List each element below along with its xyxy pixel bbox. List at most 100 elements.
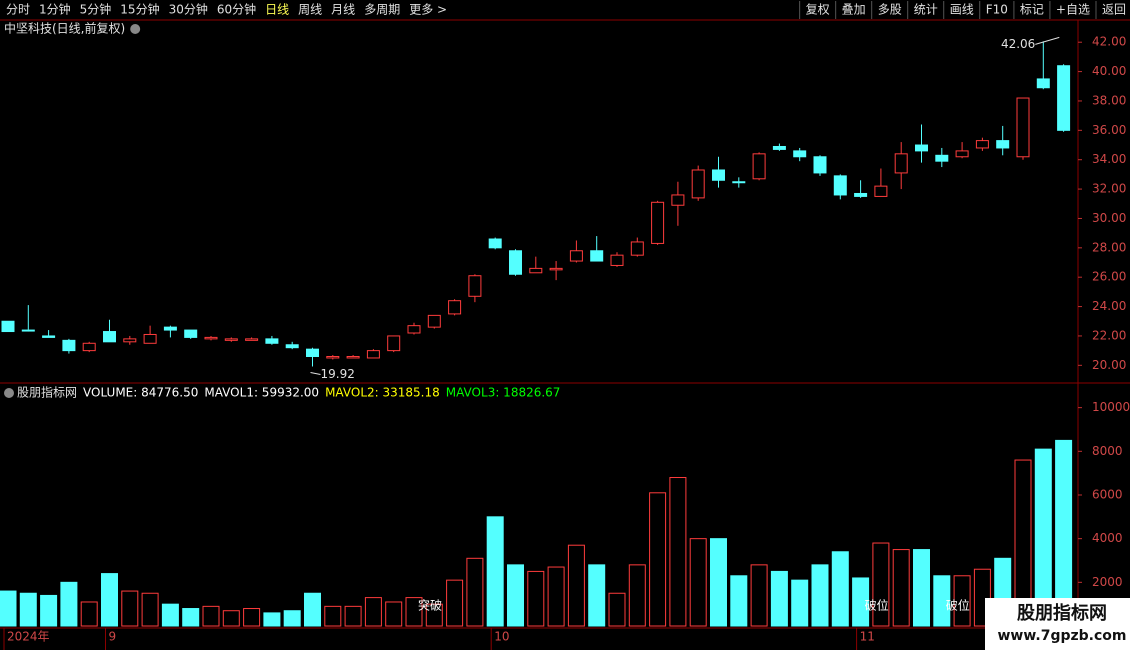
watermark-box — [985, 598, 1130, 650]
volume-bar — [852, 577, 870, 627]
candle-body — [793, 150, 807, 158]
toolbar-button[interactable]: 分时 — [6, 3, 30, 17]
toolbar-button[interactable]: F10 — [986, 3, 1008, 17]
volume-bar — [486, 516, 504, 627]
volume-bar — [161, 603, 179, 627]
candle-body — [509, 250, 522, 275]
toolbar-button[interactable]: 复权 — [806, 3, 830, 17]
candle-body — [772, 145, 786, 150]
candle-body — [590, 250, 604, 262]
candle-body — [184, 329, 198, 338]
toolbar-button[interactable]: +自选 — [1056, 3, 1090, 17]
candle-body — [813, 156, 827, 174]
volume-bar — [791, 579, 809, 627]
candle-body — [387, 335, 401, 352]
toolbar-button[interactable]: 标记 — [1020, 3, 1044, 17]
toolbar-button[interactable]: 日线 — [265, 3, 289, 17]
volume-bar — [669, 477, 687, 627]
volume-bar — [608, 592, 626, 627]
candle-body — [752, 153, 766, 180]
volume-bar — [202, 605, 220, 627]
candle-body — [42, 335, 56, 338]
volume-bar — [324, 605, 342, 627]
volume-bar — [567, 544, 585, 627]
signal-label: 破位 — [946, 598, 970, 613]
candle-body — [915, 144, 928, 152]
volume-bar — [547, 566, 565, 627]
volume-bar — [263, 612, 281, 627]
candle-body — [163, 326, 177, 331]
candle-body — [82, 342, 96, 352]
legend-item: MAVOL1: 59932.00 — [204, 386, 319, 400]
x-tick-label: 2024年 — [7, 630, 50, 644]
candle-body — [224, 338, 238, 341]
candle-body — [935, 154, 949, 162]
toolbar-button[interactable]: 1分钟 — [39, 2, 71, 17]
toolbar-button[interactable]: 60分钟 — [217, 2, 256, 17]
toolbar-button[interactable]: 统计 — [914, 3, 938, 17]
y-tick-label: 4000 — [1092, 531, 1123, 545]
toolbar-button[interactable]: 画线 — [950, 3, 974, 17]
volume-bar — [689, 538, 707, 627]
volume-bar — [466, 557, 484, 627]
volume-bar — [628, 564, 646, 627]
y-tick-label: 34.00 — [1092, 152, 1126, 166]
toolbar-button[interactable]: 多周期 — [364, 3, 400, 17]
candle-body — [732, 181, 746, 184]
y-tick-label: 24.00 — [1092, 299, 1126, 313]
y-tick-label: 38.00 — [1092, 93, 1126, 107]
high-pointer — [1035, 36, 1060, 45]
y-tick-label: 6000 — [1092, 487, 1123, 501]
candle-body — [854, 192, 868, 197]
y-tick-label: 40.00 — [1092, 64, 1126, 78]
candle-body — [1036, 78, 1050, 89]
legend-item: MAVOL2: 33185.18 — [325, 386, 440, 400]
candle-body — [1057, 65, 1071, 131]
candle-body — [651, 201, 665, 244]
volume-bar — [953, 575, 971, 627]
volume-bar — [913, 549, 930, 627]
volume-bar — [710, 538, 727, 627]
chart-title: 中坚科技(日线,前复权) — [4, 21, 125, 36]
volume-bar — [892, 549, 910, 627]
y-tick-label: 28.00 — [1092, 240, 1126, 254]
low-label: 19.92 — [321, 367, 355, 381]
volume-bar — [141, 592, 159, 627]
volume-bar — [101, 573, 118, 627]
volume-bar — [364, 597, 382, 627]
x-tick-label: 11 — [860, 630, 875, 644]
candle-body — [103, 331, 116, 343]
volume-bar — [933, 575, 951, 627]
signal-label: 突破 — [418, 598, 442, 613]
toolbar-button[interactable]: 30分钟 — [169, 2, 208, 17]
toolbar-button[interactable]: 5分钟 — [80, 2, 112, 17]
candle-body — [894, 153, 908, 174]
volume-bar — [344, 605, 362, 627]
title-dropdown[interactable] — [130, 24, 141, 34]
volume-bar — [19, 592, 37, 627]
toolbar-button[interactable]: 15分钟 — [120, 2, 159, 17]
toolbar-button[interactable]: 多股 — [878, 3, 902, 17]
candle-body — [874, 185, 888, 197]
candle-body — [569, 250, 583, 262]
toolbar-button[interactable]: 月线 — [331, 3, 355, 17]
candle-body — [204, 336, 218, 340]
candle-body — [671, 194, 685, 206]
toolbar-button[interactable]: 叠加 — [842, 3, 866, 17]
panel-dropdown[interactable] — [4, 388, 14, 398]
signal-label: 破位 — [865, 598, 889, 613]
y-tick-label: 32.00 — [1092, 182, 1126, 196]
toolbar-button[interactable]: 更多 > — [409, 3, 447, 17]
volume-bar — [283, 610, 301, 627]
toolbar-button[interactable]: 返回 — [1102, 3, 1126, 17]
legend-item: VOLUME: 84776.50 — [83, 386, 198, 400]
volume-bar — [243, 608, 261, 627]
candle-body — [529, 267, 543, 274]
y-tick-label: 8000 — [1092, 444, 1123, 458]
toolbar-button[interactable]: 周线 — [298, 3, 322, 17]
candle-body — [427, 314, 441, 328]
candle-body — [833, 175, 847, 196]
x-tick-label: 10 — [494, 630, 509, 644]
